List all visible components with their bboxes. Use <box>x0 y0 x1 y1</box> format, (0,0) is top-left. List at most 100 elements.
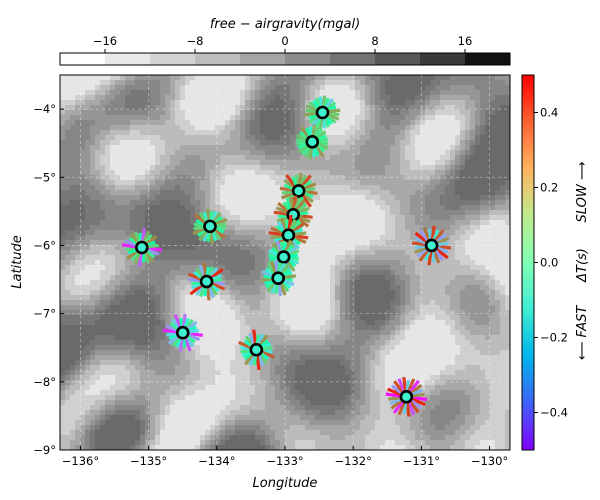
contour-cell <box>420 90 431 96</box>
gravity-colorbar-swatch <box>150 53 196 65</box>
contour-cell <box>475 125 481 131</box>
contour-cell <box>290 325 321 331</box>
contour-cell <box>245 360 261 366</box>
contour-cell <box>450 170 456 176</box>
delay-spoke <box>284 219 290 230</box>
contour-cell <box>355 155 391 161</box>
contour-cell <box>275 75 306 81</box>
contour-cell <box>435 405 461 411</box>
delay-spoke <box>302 193 314 204</box>
contour-cell <box>445 190 456 196</box>
contour-cell <box>160 155 171 161</box>
contour-cell <box>360 95 366 101</box>
contour-cell <box>500 320 510 326</box>
delay-spoke <box>326 101 337 111</box>
contour-cell <box>505 200 510 206</box>
contour-cell <box>455 165 461 171</box>
contour-cell <box>140 425 146 431</box>
contour-cell <box>415 270 481 276</box>
contour-cell <box>360 100 366 106</box>
delay-spoke <box>138 232 143 242</box>
contour-cell <box>395 135 406 141</box>
contour-cell <box>455 180 506 186</box>
delay-spoke <box>137 253 143 267</box>
contour-cell <box>385 215 396 221</box>
contour-cell <box>350 135 361 141</box>
contour-cell <box>290 90 301 96</box>
delay-spoke <box>269 260 278 274</box>
contour-cell <box>370 110 376 116</box>
delay-spoke <box>389 397 402 406</box>
delay-spoke <box>213 228 226 240</box>
contour-cell <box>90 135 96 141</box>
contour-cell <box>465 150 471 156</box>
contour-cell <box>180 90 186 96</box>
contour-cell <box>175 300 181 306</box>
contour-cell <box>80 150 91 156</box>
contour-cell <box>375 385 386 391</box>
contour-cell <box>385 170 401 176</box>
station <box>121 228 163 267</box>
contour-cell <box>460 295 491 301</box>
delay-spoke <box>142 252 150 264</box>
contour-cell <box>380 390 391 396</box>
contour-cell <box>415 300 431 306</box>
contour-cell <box>365 85 371 91</box>
delay-spoke <box>402 402 408 414</box>
contour-cell <box>185 75 196 81</box>
contour-cell <box>390 280 396 286</box>
contour-cell <box>460 320 476 326</box>
contour-cell <box>385 230 396 236</box>
contour-cell <box>270 375 281 381</box>
contour-cell <box>415 305 421 311</box>
delay-spoke <box>240 346 251 351</box>
contour-cell <box>165 390 181 396</box>
contour-cell <box>330 285 336 291</box>
contour-cell <box>365 435 406 441</box>
contour-cell <box>140 190 151 196</box>
contour-cell <box>225 125 236 131</box>
contour-cell <box>425 95 431 101</box>
contour-cell <box>265 445 271 450</box>
contour-cell <box>385 225 396 231</box>
contour-cell <box>225 440 261 446</box>
delay-spoke <box>195 267 205 278</box>
contour-cell <box>470 235 510 241</box>
station-marker <box>175 325 190 340</box>
contour-cell <box>130 90 151 96</box>
contour-cell <box>390 95 416 101</box>
contour-cell <box>405 285 411 291</box>
contour-cell <box>290 140 296 146</box>
contour-cell <box>160 170 171 176</box>
delay-spoke <box>430 251 436 263</box>
contour-cell <box>135 440 141 446</box>
station <box>162 313 204 352</box>
contour-cell <box>290 120 296 126</box>
contour-cell <box>470 95 481 101</box>
contour-cell <box>260 290 266 296</box>
delay-spoke <box>263 274 273 279</box>
contour-cell <box>450 305 461 311</box>
contour-cell <box>255 115 261 121</box>
delay-spoke <box>212 277 223 283</box>
contour-cell <box>190 175 206 181</box>
contour-cell <box>355 285 391 291</box>
contour-cell <box>505 295 510 301</box>
contour-cell <box>345 340 366 346</box>
contour-cell <box>215 425 221 431</box>
delay-spoke <box>195 219 206 226</box>
contour-cell <box>125 290 136 296</box>
contour-cell <box>60 335 96 341</box>
contour-cell <box>155 150 166 156</box>
contour-cell <box>100 425 141 431</box>
contour-cell <box>65 400 96 406</box>
contour-cell <box>270 370 276 376</box>
contour-cell <box>260 340 326 346</box>
contour-cell <box>400 285 406 291</box>
contour-cell <box>90 125 111 131</box>
contour-cell <box>410 285 421 291</box>
contour-cell <box>90 430 96 436</box>
contour-cell <box>440 90 481 96</box>
contour-cell <box>115 410 141 416</box>
contour-cell <box>95 415 101 421</box>
